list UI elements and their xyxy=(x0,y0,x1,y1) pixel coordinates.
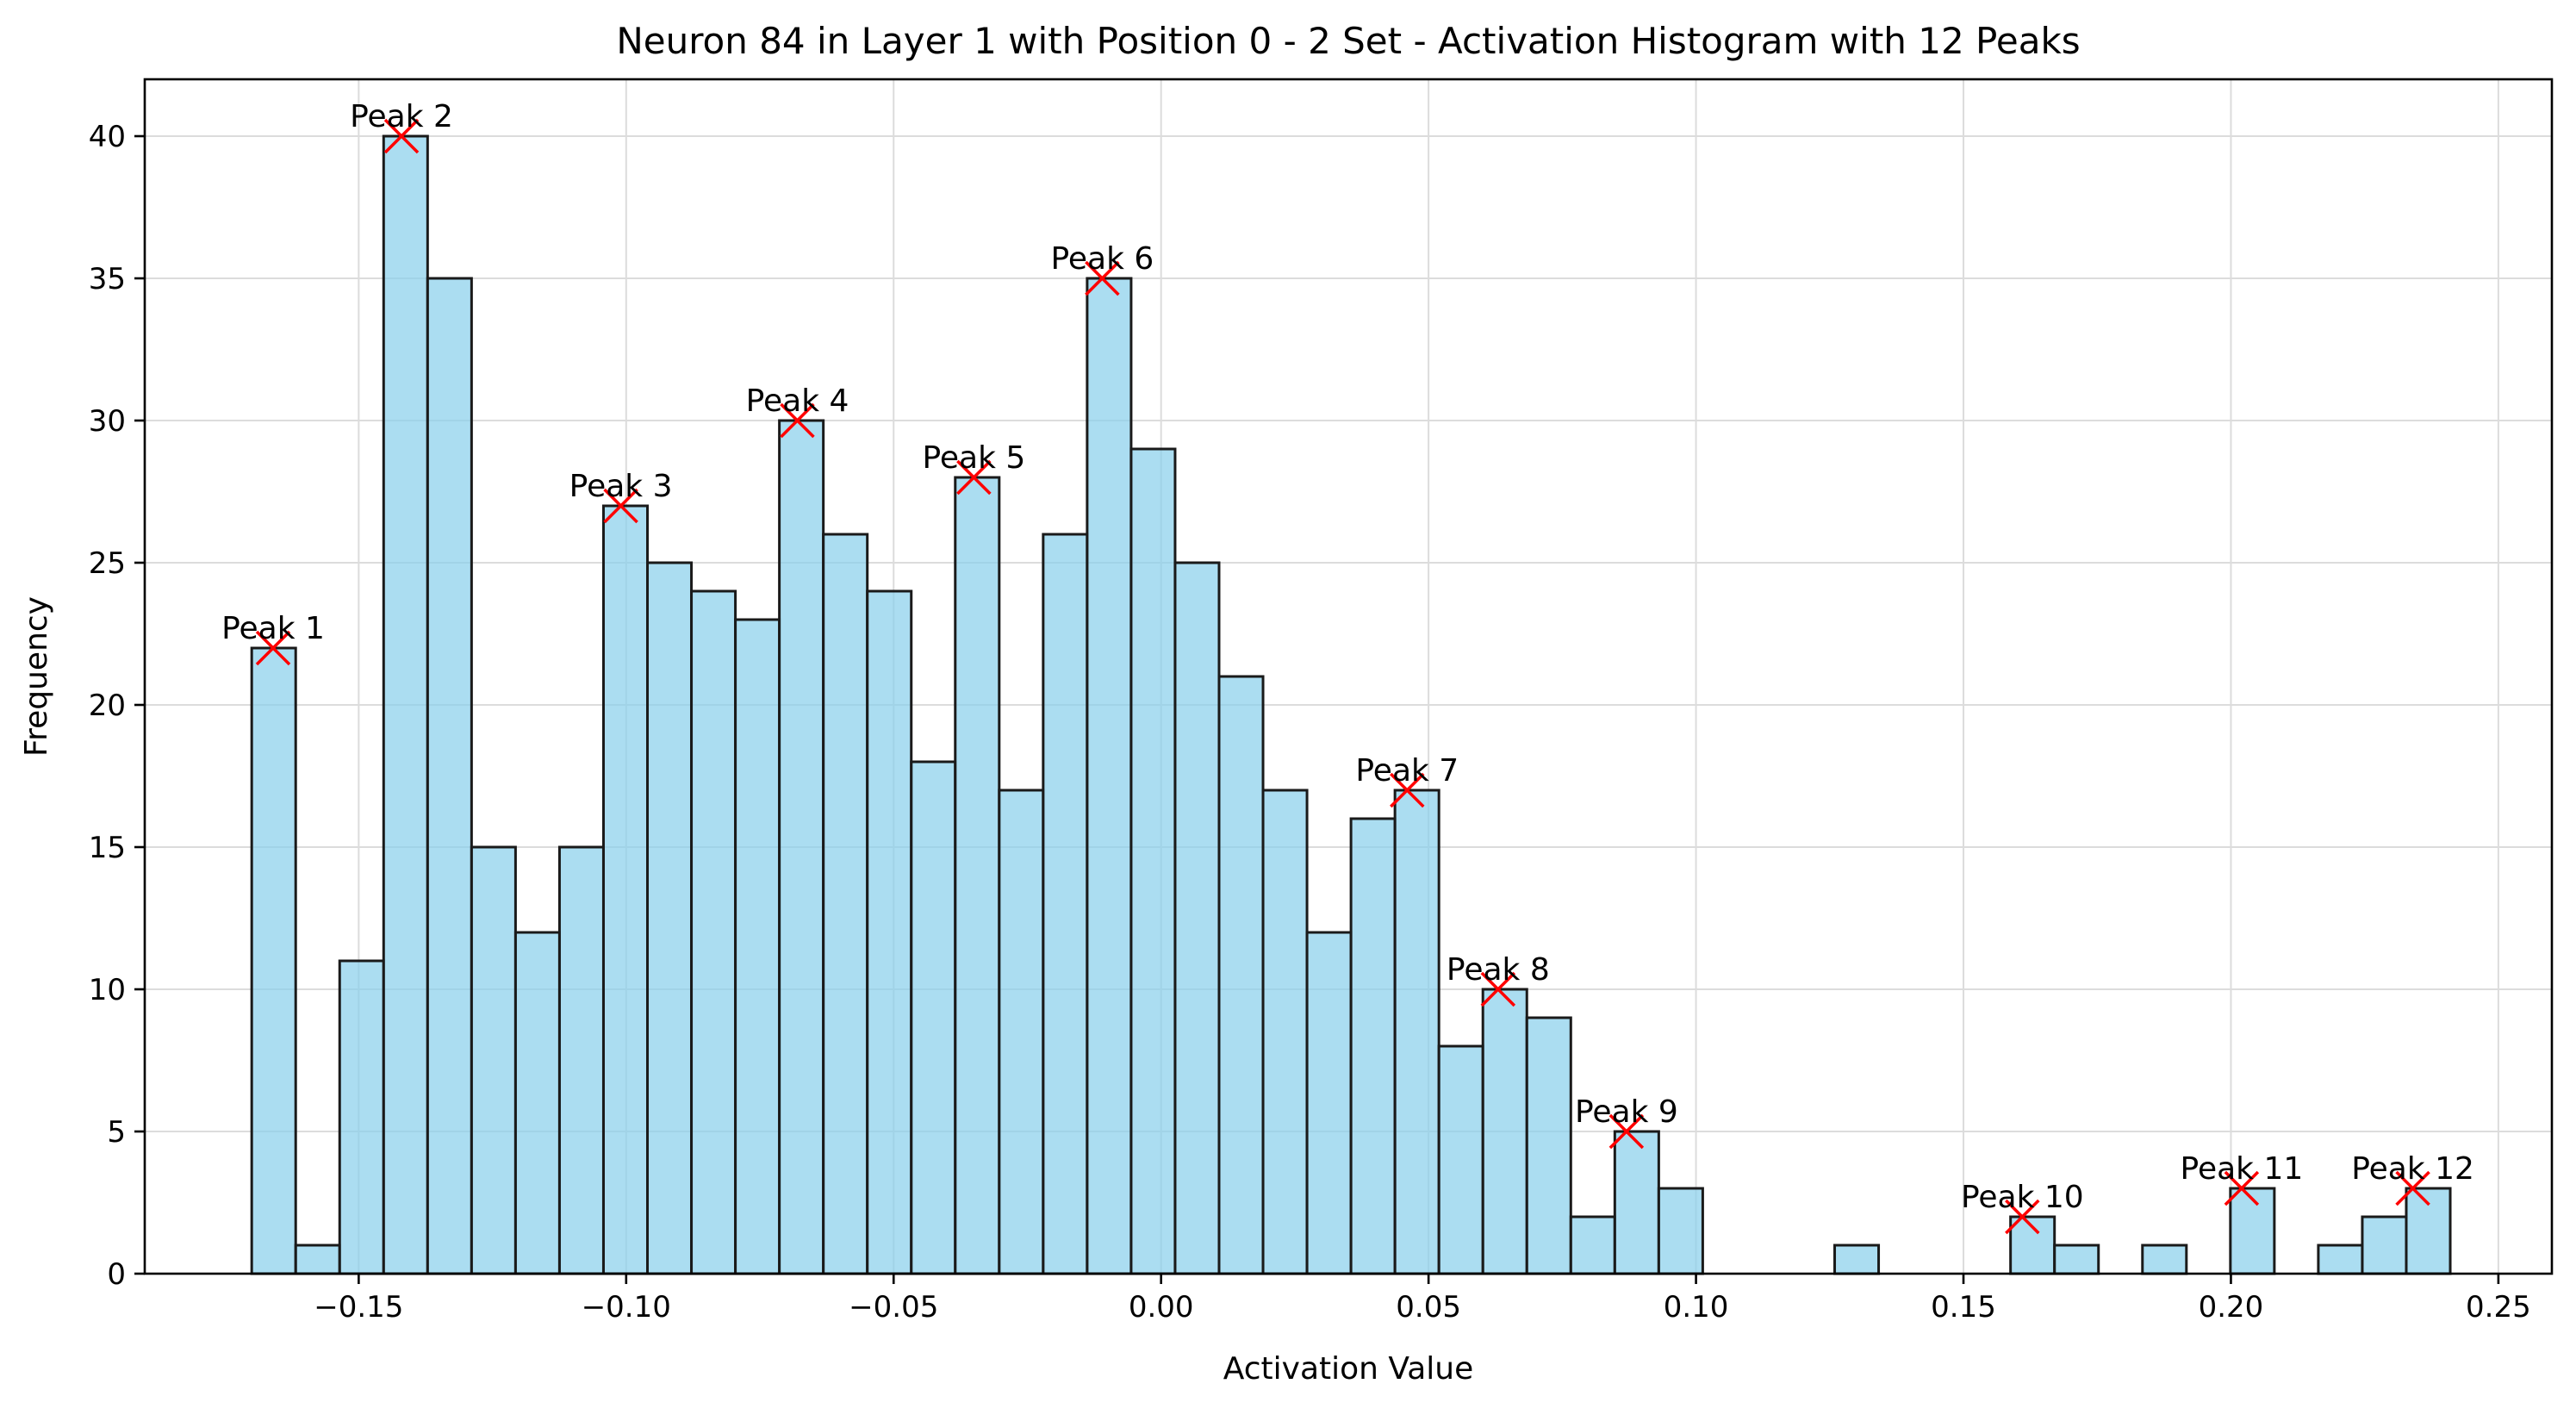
peak-marker xyxy=(1608,1113,1645,1150)
peak-marker xyxy=(956,459,992,496)
peak-marker xyxy=(1085,260,1120,296)
y-tick-label: 0 xyxy=(107,1257,126,1292)
y-tick-label: 25 xyxy=(89,546,126,581)
peak-label: Peak 7 xyxy=(1355,753,1459,789)
x-tick-label: −0.05 xyxy=(849,1290,938,1325)
x-tick-label: 0.15 xyxy=(1931,1290,1996,1325)
histogram-bar xyxy=(910,760,957,1275)
histogram-bar xyxy=(2229,1187,2276,1275)
y-tick-label: 35 xyxy=(89,262,126,296)
plot-frame xyxy=(143,78,2554,1275)
peak-marker xyxy=(255,630,291,666)
histogram-bar xyxy=(2317,1244,2364,1275)
y-tick-label: 10 xyxy=(89,973,126,1007)
histogram-bar xyxy=(2053,1244,2100,1275)
x-tick-label: 0.20 xyxy=(2199,1290,2264,1325)
histogram-bar xyxy=(250,646,297,1275)
histogram-bar xyxy=(1349,817,1397,1275)
histogram-bar xyxy=(1261,789,1309,1275)
histogram-bar xyxy=(557,845,605,1275)
histogram-bar xyxy=(822,533,869,1275)
x-tick-label: −0.10 xyxy=(582,1290,671,1325)
histogram-bar xyxy=(734,618,781,1275)
x-axis-label: Activation Value xyxy=(1223,1351,1474,1387)
histogram-bar xyxy=(2361,1215,2408,1275)
peak-marker xyxy=(2224,1170,2260,1206)
peak-label: Peak 9 xyxy=(1575,1094,1678,1130)
histogram-bar xyxy=(1173,561,1221,1275)
histogram-bar xyxy=(2405,1187,2452,1275)
histogram-bar xyxy=(426,277,473,1275)
histogram-bar xyxy=(1129,447,1177,1275)
histogram-bar xyxy=(954,476,1001,1275)
peak-markers: Peak 1 Peak 2 Peak 3 Peak 4 Peak 5 Peak 6 Peak… xyxy=(221,99,2474,1235)
histogram-bar xyxy=(646,561,694,1275)
y-axis-label: Frequency xyxy=(19,596,54,757)
histogram-bar xyxy=(866,589,913,1275)
histogram-bar xyxy=(2141,1244,2188,1275)
y-tick-label: 40 xyxy=(89,120,126,154)
histogram-bar xyxy=(1042,533,1089,1275)
histogram-bar xyxy=(998,789,1045,1275)
histogram-bar xyxy=(1305,931,1353,1275)
y-tick-label: 5 xyxy=(107,1115,126,1150)
peak-label: Peak 11 xyxy=(2181,1151,2304,1187)
histogram-bar xyxy=(690,589,737,1275)
peak-label: Peak 1 xyxy=(221,611,325,646)
histogram-bar xyxy=(1217,675,1265,1275)
peak-label: Peak 4 xyxy=(746,383,849,419)
peak-marker xyxy=(780,402,815,439)
histogram-bar xyxy=(1086,277,1133,1275)
histogram-bar xyxy=(1569,1215,1616,1275)
y-tick-label: 30 xyxy=(89,404,126,439)
histogram-bar xyxy=(294,1244,341,1275)
peak-label: Peak 8 xyxy=(1447,952,1550,988)
peak-marker xyxy=(603,488,638,524)
x-tick-label: 0.05 xyxy=(1396,1290,1461,1325)
peak-label: Peak 3 xyxy=(569,469,673,504)
histogram-bar xyxy=(1525,1016,1572,1275)
x-tick-label: 0.10 xyxy=(1664,1290,1729,1325)
histogram-bar xyxy=(1437,1044,1484,1275)
y-tick-label: 15 xyxy=(89,831,126,865)
histogram-bar xyxy=(470,845,517,1275)
histogram-bar xyxy=(382,134,429,1275)
axes: −0.15 −0.10 −0.05 0.00 0.05 0.10 0.15 0.20 0.25 0… xyxy=(89,78,2554,1325)
histogram-bar xyxy=(1613,1130,1660,1275)
x-tick-label: 0.25 xyxy=(2466,1290,2531,1325)
x-tick-label: −0.15 xyxy=(314,1290,403,1325)
histogram-bars xyxy=(250,134,2452,1275)
histogram-bar xyxy=(601,504,650,1275)
histogram-bar xyxy=(778,419,825,1275)
histogram-bar xyxy=(1481,988,1528,1275)
peak-marker xyxy=(383,118,420,154)
peak-label: Peak 12 xyxy=(2351,1151,2474,1187)
histogram-bar xyxy=(338,959,385,1275)
peak-label: Peak 6 xyxy=(1050,241,1154,277)
histogram-bar xyxy=(1393,789,1440,1275)
peak-label: Peak 5 xyxy=(922,440,1025,476)
peak-label: Peak 2 xyxy=(350,99,453,134)
peak-marker xyxy=(2005,1199,2040,1235)
peak-label: Peak 10 xyxy=(1961,1180,2084,1215)
peak-marker xyxy=(1390,772,1425,808)
x-tick-label: 0.00 xyxy=(1129,1290,1194,1325)
histogram-bar xyxy=(513,931,561,1275)
histogram-bar xyxy=(1657,1187,1704,1275)
peak-marker xyxy=(1480,971,1516,1007)
chart-title: Neuron 84 in Layer 1 with Position 0 - 2… xyxy=(616,20,2080,62)
histogram-bar xyxy=(1833,1244,1881,1275)
y-tick-label: 20 xyxy=(89,689,126,723)
peak-marker xyxy=(2395,1170,2430,1206)
